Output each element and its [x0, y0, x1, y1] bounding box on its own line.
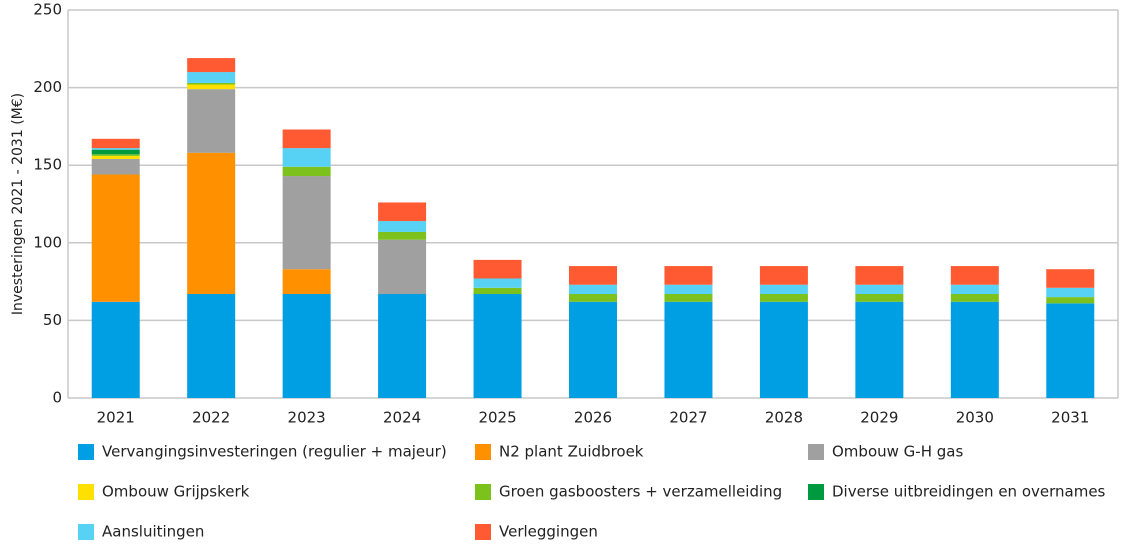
bar-segment [187, 294, 236, 398]
bar-segment [282, 148, 331, 167]
bar-segment [950, 284, 999, 295]
legend-swatch [475, 484, 491, 500]
y-tick-label: 50 [43, 311, 62, 329]
bar-segment [187, 82, 236, 85]
y-tick-label: 0 [52, 389, 62, 407]
bar-segment [91, 138, 140, 149]
bar-segment [664, 266, 713, 285]
bar-segment [569, 284, 617, 295]
bar-segment [91, 301, 140, 398]
y-tick-label: 100 [33, 233, 62, 251]
bar-segment [378, 239, 427, 295]
legend-label: Verleggingen [499, 523, 598, 541]
y-axis-label: Investeringen 2021 - 2031 (M€) [10, 93, 26, 315]
bar-segment [1046, 297, 1095, 304]
bar-segment [378, 202, 427, 222]
bar-segment [91, 174, 140, 302]
bar-segment [91, 154, 140, 156]
x-tick-label: 2027 [669, 409, 707, 427]
legend-swatch [475, 524, 491, 540]
bar-segment [282, 269, 331, 295]
x-tick-label: 2022 [192, 409, 230, 427]
legend-label: Ombouw G-H gas [832, 443, 963, 461]
x-tick-label: 2026 [574, 409, 612, 427]
bar-segment [187, 152, 236, 295]
legend-swatch [78, 484, 94, 500]
bar-segment [91, 155, 140, 159]
bar-segment [569, 266, 617, 285]
y-tick-label: 250 [33, 1, 62, 19]
bar-segment [187, 58, 236, 73]
x-tick-label: 2029 [860, 409, 898, 427]
bar-segment [187, 89, 236, 153]
bar-segment [855, 266, 904, 285]
bar-segment [187, 84, 236, 90]
x-tick-label: 2030 [956, 409, 994, 427]
x-tick-label: 2021 [97, 409, 135, 427]
x-tick-label: 2023 [288, 409, 326, 427]
bar-segment [569, 294, 617, 302]
bar-segment [1046, 303, 1095, 398]
bar-segment [1046, 287, 1095, 298]
bar-segment [759, 301, 808, 398]
legend-label: Ombouw Grijpskerk [102, 483, 250, 501]
x-tick-label: 2031 [1051, 409, 1089, 427]
bar-segment [282, 129, 331, 149]
bar-segment [855, 284, 904, 295]
bar-segment [378, 221, 427, 232]
legend-swatch [475, 444, 491, 460]
legend-swatch [78, 444, 94, 460]
bar-segment [664, 301, 713, 398]
bar-segment [282, 166, 331, 177]
bar-segment [759, 284, 808, 295]
bar-segment [473, 278, 522, 288]
legend-label: N2 plant Zuidbroek [499, 443, 644, 461]
bar-segment [378, 294, 427, 398]
legend-label: Vervangingsinvesteringen (regulier + maj… [102, 443, 447, 461]
legend-swatch [808, 444, 824, 460]
legend-label: Aansluitingen [102, 523, 204, 541]
bar-segment [91, 158, 140, 175]
bar-segment [187, 72, 236, 83]
legend-label: Diverse uitbreidingen en overnames [832, 483, 1106, 501]
legend-swatch [78, 524, 94, 540]
bar-segment [950, 294, 999, 302]
legend-swatch [808, 484, 824, 500]
bar-segment [759, 266, 808, 285]
bar-segment [473, 294, 522, 398]
y-tick-label: 150 [33, 156, 62, 174]
bar-segment [855, 301, 904, 398]
bar-segment [378, 231, 427, 240]
x-tick-label: 2024 [383, 409, 421, 427]
bar-segment [91, 148, 140, 150]
bar-segment [91, 149, 140, 155]
bar-segment [282, 176, 331, 270]
x-tick-label: 2028 [765, 409, 803, 427]
bar-segment [950, 266, 999, 285]
bar-segment [473, 259, 522, 279]
bar-segment [664, 294, 713, 302]
legend-label: Groen gasboosters + verzamelleiding [499, 483, 782, 501]
bar-segment [1046, 269, 1095, 288]
y-tick-label: 200 [33, 78, 62, 96]
bar-segment [473, 287, 522, 295]
bar-segment [664, 284, 713, 295]
x-tick-label: 2025 [478, 409, 516, 427]
bar-segment [569, 301, 617, 398]
bar-segment [855, 294, 904, 302]
bar-segment [282, 294, 331, 398]
bar-segment [950, 301, 999, 398]
bar-segment [759, 294, 808, 302]
